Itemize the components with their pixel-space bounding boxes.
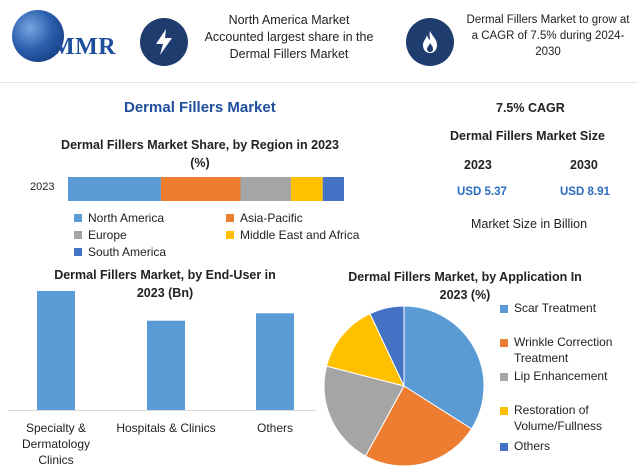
value-2030: USD 8.91 (560, 186, 610, 198)
legend-label: Middle East and Africa (240, 228, 360, 242)
legend-label: Europe (88, 228, 127, 242)
pie-slice-others (369, 305, 405, 387)
region-legend-item: Middle East and Africa (226, 227, 359, 243)
legend-label: Lip Enhancement (514, 369, 608, 383)
application-pie-chart (323, 305, 485, 467)
lightning-icon (140, 18, 188, 66)
enduser-bar-others (256, 313, 294, 410)
enduser-tick-label: Others (256, 421, 293, 435)
legend-label: South America (88, 245, 167, 259)
legend-swatch (500, 339, 508, 347)
region-segment-middle-east-and-africa (290, 177, 323, 201)
legend-swatch (500, 443, 508, 451)
legend-label: North America (88, 211, 165, 225)
globe-icon (12, 10, 64, 62)
region-stacked-bar (68, 177, 344, 201)
legend-swatch (500, 373, 508, 381)
logo-text: MMR (52, 34, 117, 60)
legend-label: Wrinkle Correction Treatment (514, 335, 613, 365)
page-title: Dermal Fillers Market (124, 99, 276, 116)
legend-swatch (500, 305, 508, 313)
pie-slice-restoration-of-volume-fullness (325, 312, 405, 387)
legend-label: Asia-Pacific (240, 211, 303, 225)
legend-swatch (226, 231, 234, 239)
application-legend-item: Wrinkle Correction Treatment (500, 334, 612, 366)
region-legend-item: South America (74, 244, 166, 260)
region-segment-europe (240, 177, 291, 201)
application-legend-item: Scar Treatment (500, 300, 596, 316)
enduser-bar-hospitals-clinics (147, 320, 185, 410)
legend-label: Others (514, 439, 551, 453)
enduser-category-labels: Specialty & Dermatology Clinics Hospitals &… (0, 420, 320, 470)
mmr-logo[interactable]: MMR (6, 6, 134, 72)
legend-label: Scar Treatment (514, 301, 597, 315)
legend-swatch (74, 214, 82, 222)
value-2023: USD 5.37 (457, 186, 507, 198)
header-fact-1: North America Market Accounted largest s… (204, 13, 374, 61)
enduser-bar-chart (8, 290, 316, 411)
region-legend-item: North America (74, 210, 164, 226)
cagr-label: 7.5% CAGR (496, 101, 565, 115)
legend-swatch (74, 248, 82, 256)
enduser-chart-title: Dermal Fillers Market, by End-User in 20… (54, 268, 276, 300)
enduser-tick-label: Hospitals & Clinics (116, 421, 216, 435)
application-legend-item: Others (500, 438, 550, 454)
region-segment-south-america (322, 177, 344, 201)
application-legend-item: Restoration of Volume/Fullness (500, 402, 602, 434)
region-segment-north-america (68, 177, 161, 201)
pie-slice-wrinkle-correction-treatment (364, 385, 473, 467)
region-legend: North America Asia-Pacific Europe Middle Ea… (74, 210, 374, 262)
market-size-note: Market Size in Billion (471, 217, 588, 231)
pie-slice-lip-enhancement (323, 365, 405, 457)
legend-swatch (500, 407, 508, 415)
legend-label: Restoration of Volume/Fullness (514, 403, 603, 433)
header-banner (0, 0, 638, 83)
year-2030-label: 2030 (570, 158, 598, 172)
legend-swatch (74, 231, 82, 239)
enduser-bar-specialty-dermatology-clinics (37, 290, 75, 410)
year-2023-label: 2023 (464, 158, 492, 172)
region-legend-item: Asia-Pacific (226, 210, 303, 226)
header-fact-2: Dermal Fillers Market to grow at a CAGR … (466, 14, 630, 58)
enduser-tick-label: Specialty & Dermatology Clinics (21, 421, 91, 467)
region-chart-year-tick: 2023 (30, 181, 55, 193)
region-chart-title: Dermal Fillers Market Share, by Region i… (61, 138, 339, 170)
legend-swatch (226, 214, 234, 222)
application-legend-item: Lip Enhancement (500, 368, 607, 384)
region-segment-asia-pacific (160, 177, 241, 201)
application-chart-title: Dermal Fillers Market, by Application In… (348, 270, 582, 302)
region-legend-item: Europe (74, 227, 127, 243)
flame-icon (406, 18, 454, 66)
market-size-title: Dermal Fillers Market Size (450, 129, 605, 143)
